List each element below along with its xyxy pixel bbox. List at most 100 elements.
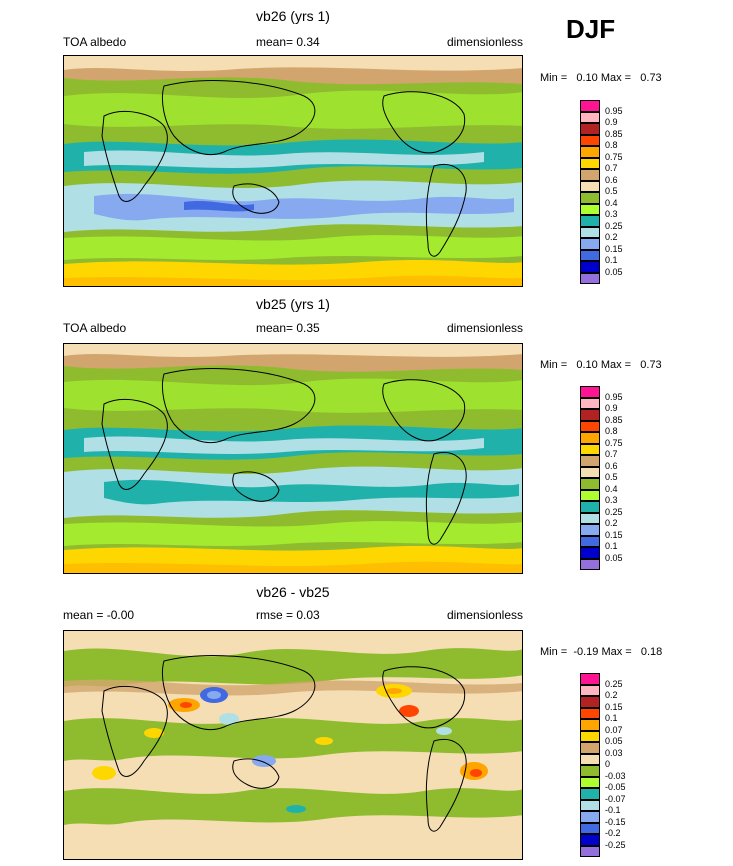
colorbar-tick-label: 0.6: [605, 460, 618, 471]
colorbar-swatch: [580, 822, 600, 834]
colorbar-swatch: [580, 742, 600, 754]
colorbar-swatch: [580, 249, 600, 261]
colorbar-swatch: [580, 535, 600, 547]
colorbar-swatch: [580, 524, 600, 536]
colorbar-tick-label: 0: [605, 759, 611, 769]
colorbar-swatch: [580, 558, 600, 570]
colorbar-swatch: [580, 684, 600, 696]
colorbar-swatch: [580, 707, 600, 719]
colorbar-swatch: [580, 192, 600, 204]
colorbar-tick-label: 0.1: [605, 713, 618, 723]
colorbar-tick-label: 0.15: [605, 243, 623, 254]
panel-2-minmax: Min = 0.10 Max = 0.73: [540, 359, 662, 371]
panel-3-map: [63, 630, 523, 860]
colorbar-swatch: [580, 512, 600, 524]
colorbar-swatch: [580, 799, 600, 811]
colorbar-swatch: [580, 834, 600, 846]
colorbar-tick-label: 0.2: [605, 518, 618, 528]
colorbar-swatch: [580, 272, 600, 284]
season-label: DJF: [566, 14, 616, 44]
colorbar-swatch: [580, 845, 600, 857]
colorbar-swatch: [580, 180, 600, 192]
colorbar-tick-label: -0.1: [605, 805, 621, 815]
colorbar-tick-label: 0.85: [605, 414, 623, 425]
panel-1-variable-label: TOA albedo: [63, 35, 127, 49]
colorbar-swatch: [580, 811, 600, 823]
colorbar-swatch: [580, 420, 600, 432]
colorbar-tick-label: 0.75: [605, 437, 623, 448]
colorbar-tick-label: 0.4: [605, 483, 618, 494]
colorbar-tick-label: 0.03: [605, 747, 623, 758]
panel-2-title: vb25 (yrs 1): [256, 296, 330, 312]
colorbar-tick-label: 0.4: [605, 197, 618, 208]
colorbar-tick-label: -0.25: [605, 839, 626, 850]
colorbar-tick-label: 0.7: [605, 163, 618, 173]
colorbar-tick-label: 0.2: [605, 690, 618, 700]
colorbar-swatch: [580, 386, 600, 398]
panel-2-units-label: dimensionless: [446, 321, 523, 335]
colorbar-tick-label: 0.95: [605, 391, 623, 402]
panel-3-title: vb26 - vb25: [256, 584, 330, 600]
colorbar-tick-label: 0.3: [605, 495, 618, 505]
panel-1-colorbar: [580, 100, 602, 284]
colorbar-swatch: [580, 157, 600, 169]
colorbar-tick-label: 0.95: [605, 105, 623, 116]
colorbar-tick-label: -0.15: [605, 816, 626, 827]
panel-3-minmax: Min = -0.19 Max = 0.18: [540, 646, 663, 658]
colorbar-swatch: [580, 409, 600, 421]
colorbar-swatch: [580, 432, 600, 444]
colorbar-swatch: [580, 203, 600, 215]
colorbar-tick-label: 0.15: [605, 529, 623, 540]
colorbar-tick-label: 0.05: [605, 266, 623, 277]
colorbar-swatch: [580, 134, 600, 146]
panel-3-mean-label: mean = -0.00: [63, 608, 135, 622]
colorbar-tick-label: 0.1: [605, 541, 618, 551]
colorbar-swatch: [580, 261, 600, 273]
colorbar-tick-label: 0.25: [605, 220, 623, 231]
panel-3-colorbar: [580, 673, 602, 857]
panel-1-minmax: Min = 0.10 Max = 0.73: [540, 72, 662, 84]
colorbar-swatch: [580, 765, 600, 777]
colorbar-swatch: [580, 215, 600, 227]
colorbar-swatch: [580, 673, 600, 685]
colorbar-swatch: [580, 169, 600, 181]
panel-1-units-label: dimensionless: [446, 35, 523, 49]
panel-2-map: [63, 343, 523, 574]
colorbar-tick-label: 0.9: [605, 117, 618, 127]
panel-3-units-label: dimensionless: [446, 608, 523, 622]
colorbar-swatch: [580, 753, 600, 765]
panel-2-variable-label: TOA albedo: [63, 321, 127, 335]
colorbar-tick-label: 0.07: [605, 724, 623, 735]
colorbar-swatch: [580, 111, 600, 123]
colorbar-tick-label: 0.2: [605, 232, 618, 242]
colorbar-tick-label: 0.8: [605, 426, 618, 436]
colorbar-swatch: [580, 547, 600, 559]
colorbar-tick-label: 0.25: [605, 506, 623, 517]
colorbar-tick-label: -0.2: [605, 828, 621, 838]
colorbar-swatch: [580, 696, 600, 708]
colorbar-tick-label: -0.03: [605, 770, 626, 781]
colorbar-swatch: [580, 226, 600, 238]
colorbar-swatch: [580, 238, 600, 250]
colorbar-swatch: [580, 146, 600, 158]
colorbar-tick-label: 0.85: [605, 128, 623, 139]
colorbar-swatch: [580, 443, 600, 455]
colorbar-tick-label: 0.6: [605, 174, 618, 185]
colorbar-tick-label: 0.7: [605, 449, 618, 459]
panel-2-colorbar: [580, 386, 602, 570]
colorbar-tick-label: 0.05: [605, 552, 623, 563]
colorbar-tick-label: 0.5: [605, 472, 618, 482]
panel-1-map: [63, 55, 523, 287]
colorbar-tick-label: 0.75: [605, 151, 623, 162]
colorbar-tick-label: 0.05: [605, 736, 623, 746]
colorbar-swatch: [580, 776, 600, 788]
panel-2-mean-label: mean= 0.35: [256, 321, 320, 335]
panel-3-rmse-label: rmse = 0.03: [256, 608, 320, 622]
panel-1-mean-label: mean= 0.34: [256, 35, 320, 49]
colorbar-swatch: [580, 397, 600, 409]
colorbar-swatch: [580, 455, 600, 467]
colorbar-swatch: [580, 719, 600, 731]
colorbar-tick-label: 0.3: [605, 209, 618, 219]
colorbar-tick-label: 0.1: [605, 255, 618, 265]
colorbar-swatch: [580, 730, 600, 742]
